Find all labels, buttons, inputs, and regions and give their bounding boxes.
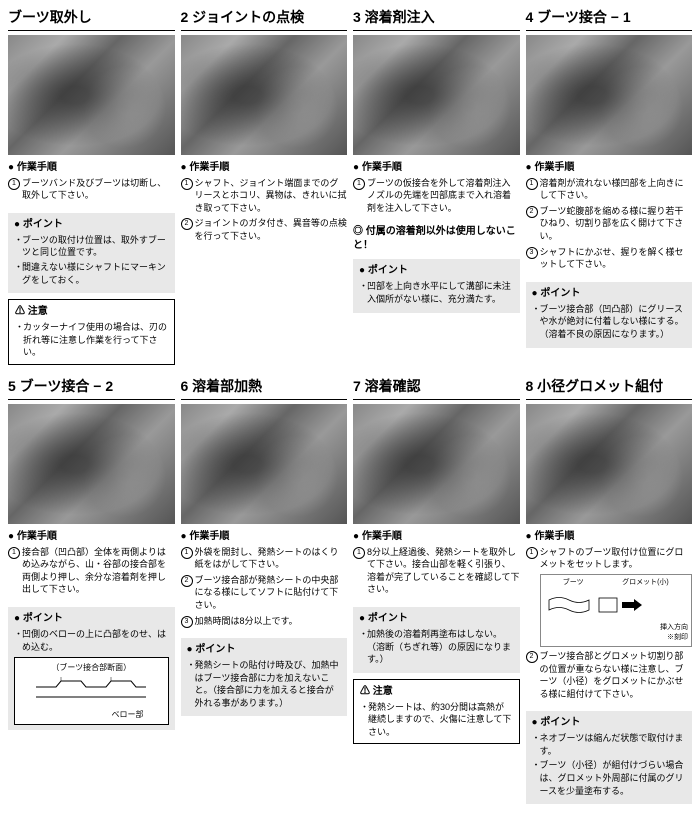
procedure-heading: 作業手順 — [526, 530, 693, 544]
step-image — [8, 404, 175, 524]
point-item: ブーツの取付け位置は、取外すブーツと同じ位置です。 — [14, 234, 169, 259]
procedure-item: ブーツの仮接合を外して溶着剤注入ノズルの先端を凹部底まで入れ溶着剤を注入して下さ… — [353, 177, 520, 215]
caution-box: 注意発熱シートは、約30分間は高熱が継続しますので、火傷に注意して下さい。 — [353, 679, 520, 745]
procedure-heading: 作業手順 — [8, 161, 175, 175]
procedure-item: ジョイントのガタ付き、異音等の点検を行って下さい。 — [181, 217, 348, 242]
step-image — [526, 404, 693, 524]
step-5: 5 ブーツ接合 − 2 作業手順接合部（凹凸部）全体を両側よりはめ込みながら、山・… — [8, 377, 175, 810]
procedure-item: 接合部（凹凸部）全体を両側よりはめ込みながら、山・谷部の接合部を両側より押し、余… — [8, 546, 175, 596]
procedure-item: ブーツ接合部とグロメット切割り部の位置が重ならない様に注意し、ブーツ（小径）をグ… — [526, 650, 693, 700]
procedure-item: シャフトにかぶせ、握りを解く様セットして下さい。 — [526, 246, 693, 271]
caution-heading: 注意 — [15, 305, 168, 319]
point-list: 凹部を上向き水平にして溝部に未注入個所がない様に、充分満たす。 — [359, 280, 514, 305]
point-box: ポイント凹側のベローの上に凸部をのせ、はめ込む。 （ブーツ接合部断面）ベロー部 — [8, 607, 175, 731]
procedure-list: ブーツの仮接合を外して溶着剤注入ノズルの先端を凹部底まで入れ溶着剤を注入して下さ… — [353, 177, 520, 218]
point-list: 加熱後の溶着剤再塗布はしない。（溶断（ちぎれ等）の原因になります。） — [359, 628, 514, 666]
point-item: ブーツ（小径）が組付けづらい場合は、グロメット外周部に付属のグリースを少量塗布す… — [532, 759, 687, 797]
step-title: 3 溶着剤注入 — [353, 8, 520, 31]
point-heading: ポイント — [532, 716, 687, 730]
point-heading: ポイント — [14, 218, 169, 232]
procedure-list: シャフトのブーツ取付け位置にグロメットをセットします。ブーツグロメット(小)挿入… — [526, 546, 693, 704]
procedure-item: シャフトのブーツ取付け位置にグロメットをセットします。ブーツグロメット(小)挿入… — [526, 546, 693, 647]
step-image — [181, 404, 348, 524]
procedure-heading: 作業手順 — [353, 161, 520, 175]
procedure-item: ブーツバンド及びブーツは切断し、取外して下さい。 — [8, 177, 175, 202]
point-box: ポイントネオブーツは縮んだ状態で取付けます。ブーツ（小径）が組付けづらい場合は、… — [526, 711, 693, 804]
step-title: 8 小径グロメット組付 — [526, 377, 693, 400]
point-item: ブーツ接合部（凹凸部）にグリースや水が絶対に付着しない様にする。（溶着不良の原因… — [532, 303, 687, 341]
point-box: ポイントブーツの取付け位置は、取外すブーツと同じ位置です。間違えない様にシャフト… — [8, 213, 175, 293]
point-item: 加熱後の溶着剤再塗布はしない。（溶断（ちぎれ等）の原因になります。） — [359, 628, 514, 666]
procedure-list: 8分以上経過後、発熱シートを取外して下さい。接合山部を軽く引張り、溶着が完了して… — [353, 546, 520, 599]
step-image — [353, 404, 520, 524]
step-image — [181, 35, 348, 155]
step-1: ブーツ取外し作業手順ブーツバンド及びブーツは切断し、取外して下さい。ポイントブー… — [8, 8, 175, 371]
step-4: 4 ブーツ接合 − 1 作業手順溶着剤が流れない様凹部を上向きにして下さい。ブーツ… — [526, 8, 693, 371]
step-7: 7 溶着確認作業手順 8分以上経過後、発熱シートを取外して下さい。接合山部を軽く引… — [353, 377, 520, 810]
step-title: ブーツ取外し — [8, 8, 175, 31]
point-heading: ポイント — [359, 612, 514, 626]
point-list: ブーツ接合部（凹凸部）にグリースや水が絶対に付着しない様にする。（溶着不良の原因… — [532, 303, 687, 341]
procedure-item: 外袋を開封し、発熱シートのはくり紙をはがして下さい。 — [181, 546, 348, 571]
procedure-heading: 作業手順 — [526, 161, 693, 175]
procedure-item: シャフト、ジョイント端面までのグリースとホコリ、異物は、きれいに拭き取って下さい… — [181, 177, 348, 215]
point-list: 発熱シートの貼付け時及び、加熱中はブーツ接合部に力を加えないこと。（接合部に力を… — [187, 659, 342, 709]
step-title: 2 ジョイントの点検 — [181, 8, 348, 31]
step-title: 6 溶着部加熱 — [181, 377, 348, 400]
caution-list: 発熱シートは、約30分間は高熱が継続しますので、火傷に注意して下さい。 — [360, 701, 513, 739]
caution-item: カッターナイフ使用の場合は、刃の折れ等に注意し作業を行って下さい。 — [15, 321, 168, 359]
point-item: 凹部を上向き水平にして溝部に未注入個所がない様に、充分満たす。 — [359, 280, 514, 305]
point-item: 凹側のベローの上に凸部をのせ、はめ込む。 — [14, 628, 169, 653]
step-title: 7 溶着確認 — [353, 377, 520, 400]
caution-item: 発熱シートは、約30分間は高熱が継続しますので、火傷に注意して下さい。 — [360, 701, 513, 739]
point-list: ブーツの取付け位置は、取外すブーツと同じ位置です。間違えない様にシャフトにマーキ… — [14, 234, 169, 286]
procedure-heading: 作業手順 — [353, 530, 520, 544]
procedure-list: 溶着剤が流れない様凹部を上向きにして下さい。ブーツ蛇腹部を縮める様に握り若干ひね… — [526, 177, 693, 274]
cross-section-diagram: （ブーツ接合部断面）ベロー部 — [14, 657, 169, 725]
caution-heading: 注意 — [360, 685, 513, 699]
point-list: ネオブーツは縮んだ状態で取付けます。ブーツ（小径）が組付けづらい場合は、グロメッ… — [532, 732, 687, 797]
caution-list: カッターナイフ使用の場合は、刃の折れ等に注意し作業を行って下さい。 — [15, 321, 168, 359]
step-3: 3 溶着剤注入作業手順ブーツの仮接合を外して溶着剤注入ノズルの先端を凹部底まで入… — [353, 8, 520, 371]
point-heading: ポイント — [532, 287, 687, 301]
step-6: 6 溶着部加熱作業手順外袋を開封し、発熱シートのはくり紙をはがして下さい。ブーツ… — [181, 377, 348, 810]
caution-box: 注意カッターナイフ使用の場合は、刃の折れ等に注意し作業を行って下さい。 — [8, 299, 175, 365]
inset-diagram: ブーツグロメット(小)挿入方向※刻印 — [540, 574, 693, 647]
point-box: ポイント発熱シートの貼付け時及び、加熱中はブーツ接合部に力を加えないこと。（接合… — [181, 638, 348, 716]
procedure-list: 外袋を開封し、発熱シートのはくり紙をはがして下さい。ブーツ接合部が発熱シートの中… — [181, 546, 348, 631]
step-image — [353, 35, 520, 155]
point-list: 凹側のベローの上に凸部をのせ、はめ込む。 — [14, 628, 169, 653]
procedure-heading: 作業手順 — [181, 530, 348, 544]
step-8: 8 小径グロメット組付作業手順シャフトのブーツ取付け位置にグロメットをセットしま… — [526, 377, 693, 810]
procedure-list: 接合部（凹凸部）全体を両側よりはめ込みながら、山・谷部の接合部を両側より押し、余… — [8, 546, 175, 599]
emphasis-note: 付属の溶着剤以外は使用しないこと！ — [353, 225, 520, 253]
point-heading: ポイント — [14, 612, 169, 626]
procedure-item: ブーツ蛇腹部を縮める様に握り若干ひねり、切割り部を広く開けて下さい。 — [526, 205, 693, 243]
procedure-item: 溶着剤が流れない様凹部を上向きにして下さい。 — [526, 177, 693, 202]
procedure-item: 加熱時間は8分以上です。 — [181, 615, 348, 628]
procedure-heading: 作業手順 — [8, 530, 175, 544]
procedure-list: ブーツバンド及びブーツは切断し、取外して下さい。 — [8, 177, 175, 205]
procedure-item: ブーツ接合部が発熱シートの中央部になる様にしてソフトに貼付けて下さい。 — [181, 574, 348, 612]
point-item: 発熱シートの貼付け時及び、加熱中はブーツ接合部に力を加えないこと。（接合部に力を… — [187, 659, 342, 709]
step-title: 5 ブーツ接合 − 2 — [8, 377, 175, 400]
step-title: 4 ブーツ接合 − 1 — [526, 8, 693, 31]
procedure-heading: 作業手順 — [181, 161, 348, 175]
step-2: 2 ジョイントの点検作業手順シャフト、ジョイント端面までのグリースとホコリ、異物… — [181, 8, 348, 371]
procedure-list: シャフト、ジョイント端面までのグリースとホコリ、異物は、きれいに拭き取って下さい… — [181, 177, 348, 246]
point-box: ポイントブーツ接合部（凹凸部）にグリースや水が絶対に付着しない様にする。（溶着不… — [526, 282, 693, 348]
point-box: ポイント凹部を上向き水平にして溝部に未注入個所がない様に、充分満たす。 — [353, 259, 520, 312]
point-item: 間違えない様にシャフトにマーキングをしておく。 — [14, 261, 169, 286]
point-heading: ポイント — [187, 643, 342, 657]
step-image — [8, 35, 175, 155]
point-heading: ポイント — [359, 264, 514, 278]
point-item: ネオブーツは縮んだ状態で取付けます。 — [532, 732, 687, 757]
steps-grid: ブーツ取外し作業手順ブーツバンド及びブーツは切断し、取外して下さい。ポイントブー… — [8, 8, 692, 810]
procedure-item: 8分以上経過後、発熱シートを取外して下さい。接合山部を軽く引張り、溶着が完了して… — [353, 546, 520, 596]
step-image — [526, 35, 693, 155]
point-box: ポイント加熱後の溶着剤再塗布はしない。（溶断（ちぎれ等）の原因になります。） — [353, 607, 520, 673]
